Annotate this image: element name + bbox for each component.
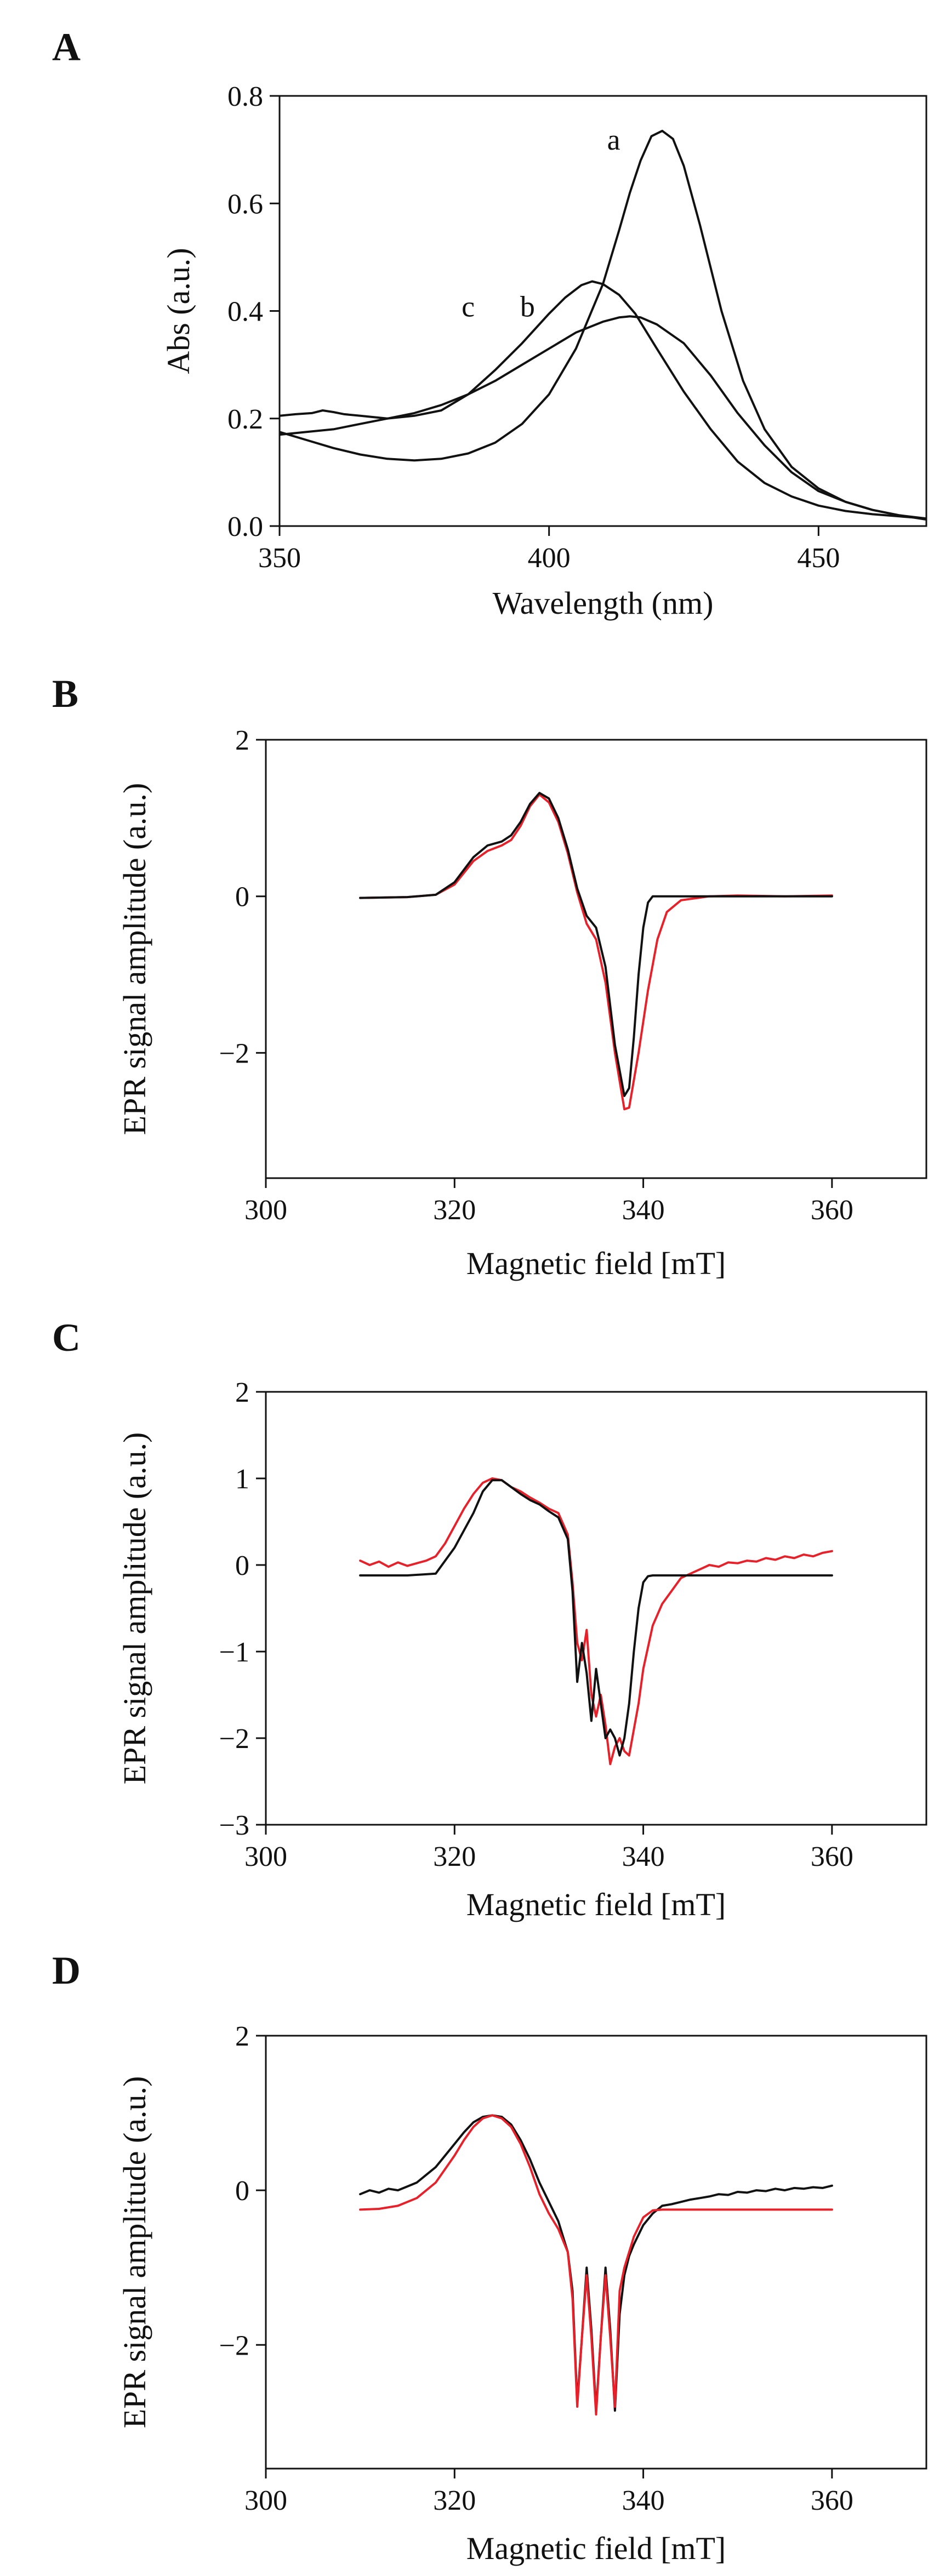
x-tick-label: 300 [244,1195,287,1226]
y-tick-label: 2 [235,1377,249,1408]
y-axis-title: Abs (a.u.) [161,248,196,374]
y-tick-label: 0.8 [227,81,263,112]
y-tick-label: 0.4 [227,296,263,328]
x-tick-label: 400 [528,542,571,574]
plot-frame [265,2035,927,2470]
y-tick-label: 0.0 [227,511,263,542]
panel-label: C [52,1316,81,1360]
series-line-simulated [359,2114,833,2416]
y-tick-label: −1 [219,1637,249,1668]
y-tick-label: 1 [235,1464,249,1495]
y-axis-title: EPR signal amplitude (a.u.) [117,1432,152,1785]
y-tick-label: 0 [235,882,249,913]
chart-panel-c: C 300 320 340 360 −3 −2 −1 0 1 2 Magnetic field [mT… [52,1316,927,1922]
x-tick-label: 450 [797,542,840,574]
curve-label-a: a [607,123,620,156]
y-tick-label: 2 [235,725,249,756]
curve-label-c: c [462,290,475,323]
x-tick-label: 340 [622,1195,665,1226]
panel-label: A [52,25,81,69]
x-axis-title: Wavelength (nm) [493,585,714,621]
y-tick-label: −2 [219,2330,249,2361]
y-tick-label: 2 [235,2021,249,2052]
curve-label-b: b [520,290,535,323]
y-axis-title: EPR signal amplitude (a.u.) [117,2076,152,2429]
series-line-simulated [359,1479,833,1757]
plot-frame [265,739,927,1179]
x-tick-label: 340 [622,1841,665,1872]
plot-frame [265,1391,927,1826]
x-axis-title: Magnetic field [mT] [466,1887,726,1922]
y-tick-label: −2 [219,1038,249,1069]
panel-label: B [52,672,78,716]
chart-panel-d: D 300 320 340 360 −2 0 2 Magnetic field [mT] EPR … [52,1949,927,2566]
x-tick-label: 320 [433,1195,476,1226]
x-tick-label: 300 [244,2485,287,2516]
series-line-c [280,280,926,520]
x-tick-label: 360 [811,2485,853,2516]
series-line-experimental [359,1477,833,1766]
chart-panel-a: A 350 400 450 0.0 0.2 0.4 0.6 0.8 Wavelength (nm)… [52,25,927,621]
series-line-experimental [359,793,833,1111]
plot-frame [278,95,927,527]
x-tick-label: 340 [622,2485,665,2516]
x-tick-label: 360 [811,1195,853,1226]
series-line-simulated [359,792,833,1097]
panel-label: D [52,1949,81,1992]
y-tick-label: −2 [219,1723,249,1755]
x-tick-label: 320 [433,2485,476,2516]
chart-panel-b: B 300 320 340 360 −2 0 2 Magnetic field [mT] EPR … [52,672,927,1281]
y-tick-label: 0 [235,2175,249,2207]
x-tick-label: 300 [244,1841,287,1872]
x-tick-label: 320 [433,1841,476,1872]
series-line-experimental [359,2114,833,2412]
x-tick-label: 350 [258,542,301,574]
y-tick-label: −3 [219,1810,249,1841]
x-tick-label: 360 [811,1841,853,1872]
series-line-a [280,129,926,521]
y-tick-label: 0 [235,1550,249,1581]
y-axis-title: EPR signal amplitude (a.u.) [117,783,152,1135]
x-axis-title: Magnetic field [mT] [466,2531,726,2566]
y-tick-label: 0.6 [227,189,263,220]
y-tick-label: 0.2 [227,404,263,435]
x-axis-title: Magnetic field [mT] [466,1246,726,1281]
